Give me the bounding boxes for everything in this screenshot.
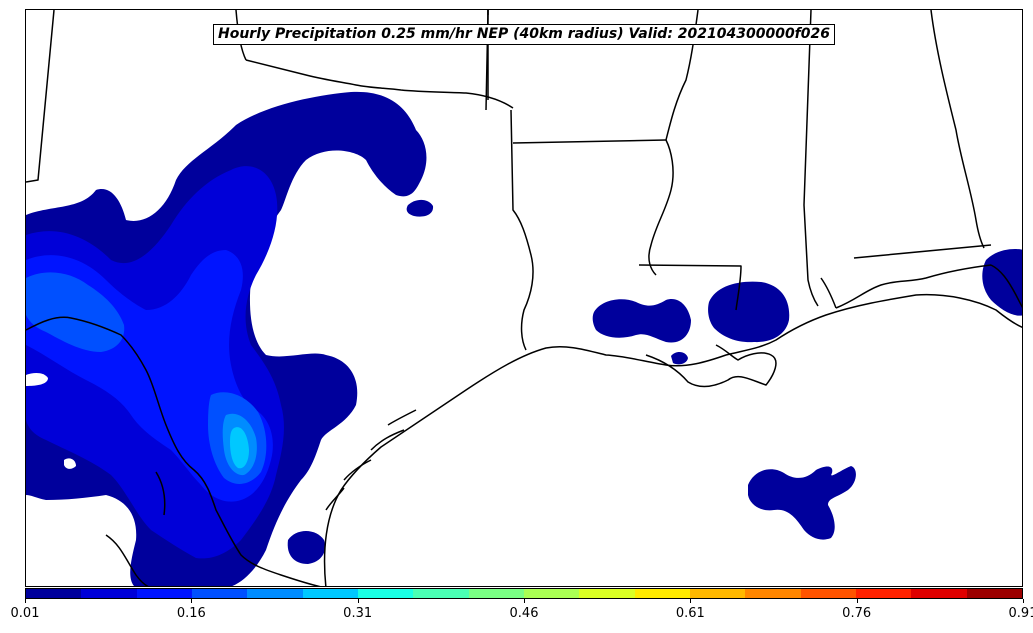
map-title: Hourly Precipitation 0.25 mm/hr NEP (40k…: [213, 24, 836, 45]
coastline-fl-panhandle: [990, 264, 1022, 309]
colorbar-segment: [634, 589, 690, 598]
border-la-ms: [638, 264, 742, 311]
colorbar-tick-label: 0.01: [10, 606, 40, 621]
colorbar-tick-label: 0.46: [509, 606, 539, 621]
colorbar-segment: [745, 589, 801, 598]
colorbar-tick: [690, 599, 692, 603]
border-tx-la: [510, 109, 534, 351]
border-tx-nm: [26, 10, 55, 183]
precipitation-map: [26, 10, 1022, 586]
border-mexico-states: [105, 471, 166, 586]
colorbar-tick: [25, 599, 26, 603]
colorbar-tick-label: 0.61: [675, 606, 705, 621]
colorbar-tick: [1023, 599, 1024, 603]
colorbar-segment: [579, 589, 635, 598]
coastline-ms-al: [820, 264, 992, 309]
colorbar-tick: [524, 599, 525, 603]
colorbar-tick-label: 0.31: [343, 606, 373, 621]
colorbar-tick-label: 0.16: [176, 606, 206, 621]
colorbar-tick-label: 0.91: [1008, 606, 1033, 621]
precip-cell-la-east: [708, 281, 790, 343]
coastline-la-delta: [645, 344, 777, 388]
precip-level-6: [230, 427, 249, 469]
border-us-mexico: [26, 316, 321, 586]
colorbar-segment: [966, 589, 1022, 598]
precip-cell-small-north: [406, 199, 434, 217]
precip-hole-west: [26, 373, 48, 386]
colorbar-segment: [357, 589, 414, 598]
precip-cell-la-west: [592, 299, 691, 343]
colorbar-segment: [247, 589, 303, 598]
border-ga-al: [930, 10, 985, 249]
colorbar-segment: [191, 589, 248, 598]
precip-field-west: [26, 91, 434, 586]
border-al-fl-ga: [853, 244, 992, 259]
coastline-tx-bays: [325, 409, 417, 511]
colorbar-segment: [800, 589, 856, 598]
colorbar-segment: [523, 589, 580, 598]
precip-hole-west-2: [64, 458, 76, 469]
colorbar-tick-label: 0.76: [842, 606, 872, 621]
colorbar-segment: [468, 589, 524, 598]
border-ar-ms-river: [648, 139, 674, 276]
border-ar-la: [512, 139, 667, 144]
colorbar-segment: [689, 589, 746, 598]
colorbar-tick: [191, 599, 193, 603]
coastline-gulf: [323, 293, 1022, 586]
colorbar-segment: [136, 589, 192, 598]
precip-cell-al-coast: [982, 249, 1022, 316]
boundaries: [26, 10, 1022, 586]
precip-level-4: [26, 272, 125, 352]
colorbar-segment: [855, 589, 912, 598]
colorbar-segment: [911, 589, 967, 598]
border-ms-al: [803, 10, 819, 307]
precip-field-east: [592, 249, 1022, 540]
colorbar-tick: [357, 599, 359, 603]
precip-cell-gulf-east: [748, 466, 856, 540]
precip-cell-la-small: [671, 352, 688, 365]
colorbar-segment: [81, 589, 137, 598]
colorbar-tick: [856, 599, 858, 603]
map-panel: Hourly Precipitation 0.25 mm/hr NEP (40k…: [25, 9, 1023, 587]
colorbar-segment: [26, 589, 82, 598]
colorbar: [25, 588, 1023, 599]
colorbar-segment: [413, 589, 469, 598]
border-ok-tx-red-river: [245, 59, 514, 109]
precip-cell-gulf-tx: [287, 531, 326, 564]
colorbar-segment: [302, 589, 358, 598]
